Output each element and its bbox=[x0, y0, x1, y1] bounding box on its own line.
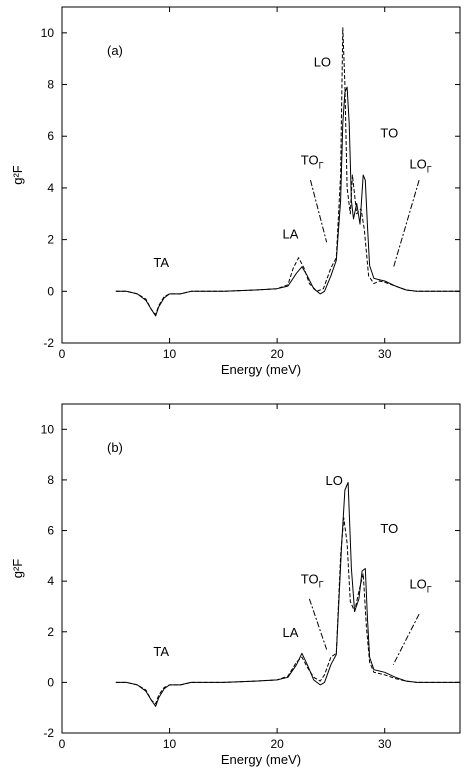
x-tick-label: 30 bbox=[378, 737, 392, 751]
annotation-pointer bbox=[308, 598, 328, 650]
annotation-pointer bbox=[392, 180, 420, 269]
y-tick-label: 6 bbox=[47, 129, 54, 143]
peak-annotation: TOΓ bbox=[301, 153, 324, 171]
x-tick-label: 0 bbox=[59, 737, 66, 751]
peak-annotation: LOΓ bbox=[409, 157, 431, 175]
y-tick-label: 8 bbox=[47, 78, 54, 92]
peak-annotation: TOΓ bbox=[301, 572, 324, 590]
y-axis-label: g²F bbox=[10, 165, 25, 185]
y-tick-label: 2 bbox=[47, 233, 54, 247]
annotation-pointer bbox=[392, 613, 420, 665]
plot-frame bbox=[61, 6, 461, 344]
x-axis-label: Energy (meV) bbox=[221, 752, 301, 767]
chart-panel: 0 10 20 30 -2 0 2 4 6 8 10 Energy (meV) g²F (a) TA LA TO… bbox=[10, 6, 461, 377]
peak-annotation: LA bbox=[283, 625, 299, 640]
y-axis-label: g²F bbox=[10, 559, 25, 579]
x-tick-label: 20 bbox=[270, 347, 284, 361]
y-tick-label: 4 bbox=[47, 181, 54, 195]
panel-label: (b) bbox=[107, 440, 123, 455]
peak-annotation: LA bbox=[283, 226, 299, 241]
annotation-pointer bbox=[309, 180, 328, 243]
panel-label: (a) bbox=[107, 43, 123, 58]
peak-annotation: LOΓ bbox=[409, 577, 431, 595]
y-tick-label: 4 bbox=[47, 574, 54, 588]
y-tick-label: 10 bbox=[41, 26, 55, 40]
y-tick-label: 10 bbox=[41, 422, 55, 436]
peak-annotation: TO bbox=[380, 521, 398, 536]
chart-panel: 0 10 20 30 -2 0 2 4 6 8 10 Energy (meV) g²F (b) TA LA TO… bbox=[10, 403, 461, 767]
x-tick-label: 10 bbox=[163, 737, 177, 751]
y-tick-label: 2 bbox=[47, 625, 54, 639]
y-tick-label: 0 bbox=[47, 675, 54, 689]
peak-annotation: TO bbox=[380, 126, 398, 141]
peak-annotation: TA bbox=[153, 255, 169, 270]
series-line-solid bbox=[115, 86, 460, 317]
peak-annotation: LO bbox=[326, 473, 343, 488]
y-tick-label: 0 bbox=[47, 284, 54, 298]
x-axis-label: Energy (meV) bbox=[221, 362, 301, 377]
y-tick-label: 8 bbox=[47, 473, 54, 487]
y-tick-label: 6 bbox=[47, 524, 54, 538]
x-tick-label: 20 bbox=[270, 737, 284, 751]
x-tick-label: 30 bbox=[378, 347, 392, 361]
peak-annotation: TA bbox=[153, 644, 169, 659]
y-tick-label: -2 bbox=[43, 726, 54, 740]
series-line-dashed bbox=[115, 27, 460, 316]
x-tick-label: 10 bbox=[163, 347, 177, 361]
y-tick-label: -2 bbox=[43, 336, 54, 350]
series-line-solid bbox=[115, 482, 460, 707]
x-tick-label: 0 bbox=[59, 347, 66, 361]
plot-frame bbox=[61, 403, 461, 734]
peak-annotation: LO bbox=[314, 54, 331, 69]
series-line-dashed bbox=[115, 517, 460, 705]
